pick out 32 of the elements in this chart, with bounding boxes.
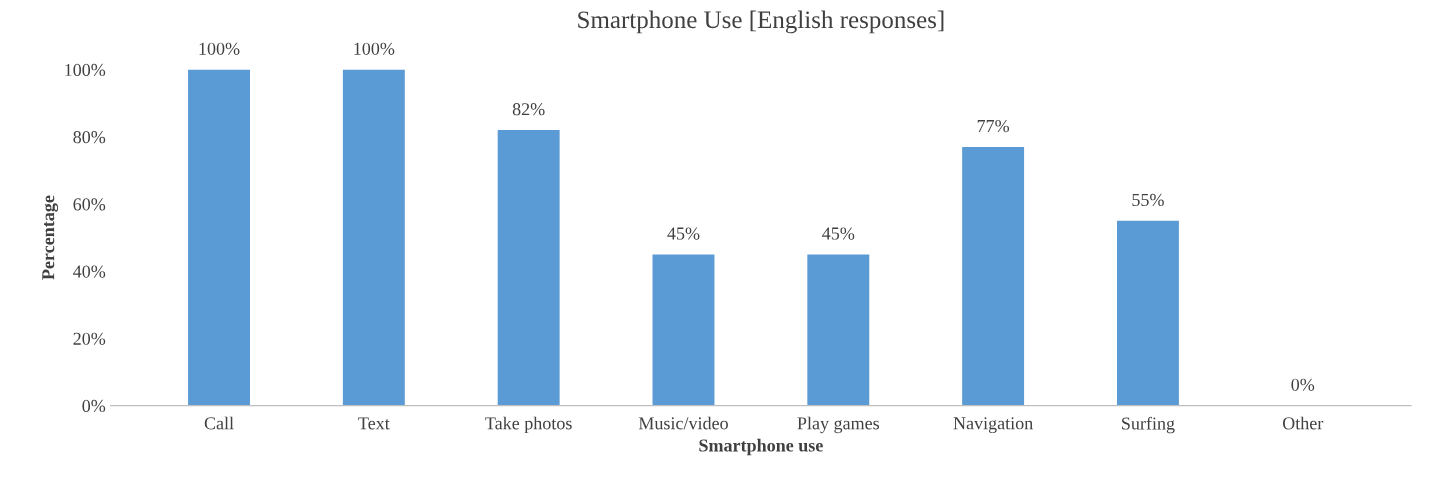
data-label: 100%	[354, 42, 395, 55]
y-tick-label: 60%	[73, 198, 106, 211]
data-label: 77%	[977, 119, 1010, 133]
y-tick-label: 100%	[65, 63, 106, 77]
data-label: 55%	[1132, 193, 1164, 207]
data-label: 45%	[667, 227, 700, 240]
x-tick-label: Call	[204, 416, 234, 430]
x-tick-label: Text	[358, 417, 390, 430]
y-axis-title: Percentage	[42, 195, 59, 280]
y-tick-label: 0%	[82, 399, 106, 413]
x-axis-title: Smartphone use	[699, 438, 823, 456]
y-tick-label: 20%	[73, 332, 106, 345]
x-tick-label: Other	[1282, 416, 1324, 430]
x-tick-label: Take photos	[485, 416, 572, 434]
data-label: 82%	[512, 103, 545, 116]
bar	[188, 69, 250, 406]
y-tick-label: 40%	[73, 265, 106, 278]
x-tick-label: Play games	[797, 416, 880, 434]
bar	[962, 146, 1025, 406]
x-tick-label: Music/video	[638, 416, 728, 430]
x-tick-label: Surfing	[1122, 416, 1175, 434]
bar	[497, 130, 560, 406]
data-label: 45%	[822, 227, 855, 240]
x-tick-label: Navigation	[953, 417, 1033, 434]
y-tick-label: 80%	[73, 131, 106, 144]
bar	[342, 69, 405, 406]
bar	[652, 254, 715, 406]
data-label: 0%	[1291, 378, 1315, 391]
data-label: 100%	[199, 42, 240, 55]
bar	[807, 254, 870, 406]
bar	[1116, 220, 1179, 406]
chart-title: Smartphone Use [English responses]	[578, 10, 944, 34]
